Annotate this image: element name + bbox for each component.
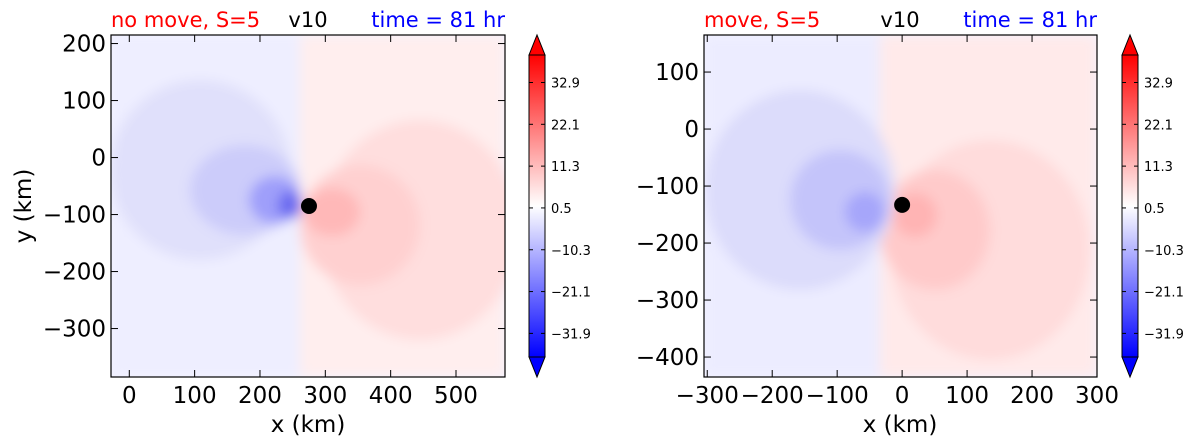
panel-b-colorbar-tick-label: −10.3 <box>1144 244 1184 259</box>
panel-a-ytick-label: −100 <box>43 203 106 229</box>
panel-a-xtick-label: 400 <box>369 383 413 409</box>
panel-b-title-left: move, S=5 <box>704 8 820 32</box>
panel-b-ticks: −300 −200 −100 0 100 200 3001000−100−200−300−4… <box>636 35 1119 409</box>
panel-b-xtick-label: −300 <box>676 383 739 409</box>
panel-b-xtick-label: 200 <box>1010 383 1054 409</box>
panel-b-xtick-label: −100 <box>806 383 869 409</box>
panel-a-xtick-label: 500 <box>434 383 478 409</box>
panel-b-colorbar-extend-bottom <box>1121 356 1139 379</box>
panel-a-colorbar-bar <box>528 54 546 358</box>
panel-a-colorbar-tick-label: 32.9 <box>551 76 580 91</box>
panel-a-title-right: time = 81 hr <box>371 8 505 32</box>
panel-a-storm-center-marker <box>300 198 317 214</box>
panel-b-ytick-label: −300 <box>636 288 699 314</box>
panel-a-colorbar-tick-label: 22.1 <box>551 118 580 133</box>
panel-a-title-left: no move, S=5 <box>111 8 260 32</box>
panel-b-xtick-label: −200 <box>741 383 804 409</box>
panel-b-colorbar-extend-top <box>1121 33 1139 56</box>
panel-a-colorbar-tick-label: −21.1 <box>551 286 591 301</box>
panel-a-plot-frame <box>110 34 506 378</box>
panel-a-colorbar-extend-bottom <box>528 356 546 379</box>
panel-a-colorbar-extend-top <box>528 33 546 56</box>
panel-b-xtick-label: 300 <box>1075 383 1119 409</box>
panel-b-colorbar-tick-label: 0.5 <box>1144 202 1165 217</box>
panel-b-ytick-label: −100 <box>636 174 699 200</box>
panel-no-move: no move, S=5 v10 time = 81 hr 0 100 200 300… <box>11 8 591 438</box>
panel-b-xtick-label: 0 <box>895 383 910 409</box>
panel-a-title-center: v10 <box>288 8 327 32</box>
panel-a-ytick-label: 100 <box>62 89 106 115</box>
panel-b-ytick-label: 100 <box>655 60 699 86</box>
panel-a-xtick-label: 100 <box>173 383 217 409</box>
panel-b-plot-frame <box>703 34 1098 378</box>
panel-b-storm-center-marker <box>894 196 911 213</box>
panel-a-ytick-label: 200 <box>62 32 106 58</box>
panel-a-field <box>111 35 505 377</box>
panel-b-ytick-label: −200 <box>636 231 699 257</box>
panel-a-colorbar-tick-label: 0.5 <box>551 202 572 217</box>
panel-b-colorbar-bar <box>1121 54 1139 358</box>
panel-a-xlabel: x (km) <box>271 412 346 438</box>
panel-a-ytick-label: 0 <box>91 146 106 172</box>
panel-b-colorbar-tick-label: −31.9 <box>1144 327 1184 342</box>
panel-a-ytick-label: −200 <box>43 260 106 286</box>
panel-b-title-right: time = 81 hr <box>963 8 1097 32</box>
panel-b-colorbar: 32.9 22.1 11.3 0.5 −10.3 −21.1 −31.9 <box>1121 33 1184 379</box>
panel-move: move, S=5 v10 time = 81 hr −300 −200 −100 0… <box>636 8 1184 438</box>
panel-a-xtick-label: 300 <box>303 383 347 409</box>
panel-a-colorbar-tick-label: 11.3 <box>551 160 580 175</box>
panel-b-colorbar-tick-label: 32.9 <box>1144 76 1173 91</box>
panel-a-xtick-label: 0 <box>122 383 137 409</box>
panel-a-ticks: 0 100 200 300 400 500 200 100 0 −100 −200 −300 <box>43 32 505 409</box>
panel-a-ytick-label: −300 <box>43 317 106 343</box>
panel-a-xtick-label: 200 <box>238 383 282 409</box>
panel-a-colorbar-tick-label: −31.9 <box>551 327 591 342</box>
panel-a-ylabel: y (km) <box>11 169 37 244</box>
panel-b-title-center: v10 <box>880 8 919 32</box>
panel-b-colorbar-tick-label: −21.1 <box>1144 286 1184 301</box>
panel-b-ytick-label: 0 <box>684 117 699 143</box>
panel-a-colorbar-tick-label: −10.3 <box>551 244 591 259</box>
panel-a-colorbar: 32.9 22.1 11.3 0.5 −10.3 −21.1 −31.9 <box>528 33 591 379</box>
panel-b-colorbar-tick-label: 22.1 <box>1144 118 1173 133</box>
panel-b-xtick-label: 100 <box>945 383 989 409</box>
panel-b-xlabel: x (km) <box>863 412 938 438</box>
panel-b-ytick-label: −400 <box>636 345 699 371</box>
panel-b-colorbar-tick-label: 11.3 <box>1144 160 1173 175</box>
